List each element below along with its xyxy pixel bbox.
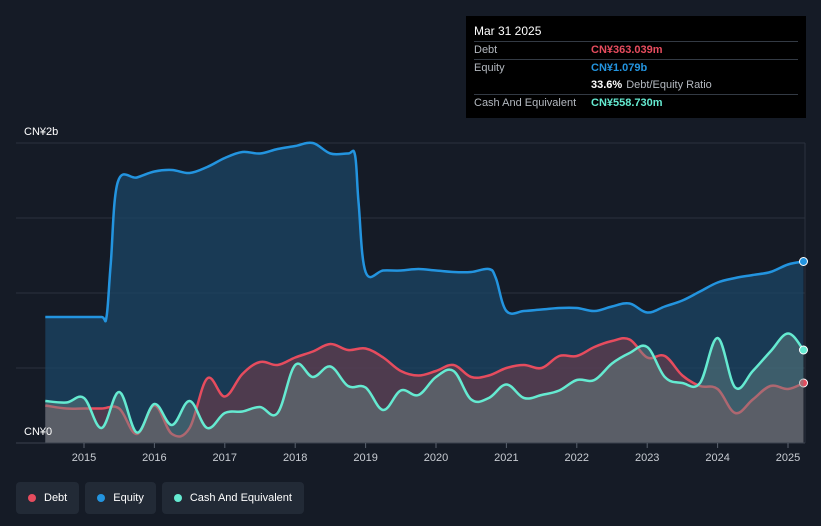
endpoint-equity [798,257,808,266]
tooltip-row-debt: Debt CN¥363.039m [474,41,798,59]
line-equity [45,141,804,323]
tooltip-row-cash: Cash And Equivalent CN¥558.730m [474,94,798,112]
legend-label-equity: Equity [113,492,144,504]
legend-item-cash[interactable]: Cash And Equivalent [161,482,304,514]
x-tick-label-2017: 2017 [213,452,237,464]
y-tick-label-1: CN¥0 [24,426,52,438]
tooltip-cash-label: Cash And Equivalent [474,97,577,109]
x-tick-label-2018: 2018 [283,452,307,464]
x-tick-label-2024: 2024 [705,452,729,464]
legend-dot-debt [28,494,36,502]
endpoint-cash-and-equivalent [798,345,808,355]
tooltip-ratio-value: 33.6% [591,79,623,91]
legend-label-debt: Debt [44,492,68,504]
x-tick-label-2019: 2019 [353,452,377,464]
legend-label-cash: Cash And Equivalent [189,492,292,504]
endpoint-debt [798,378,808,388]
legend-item-debt[interactable]: Debt [16,482,80,514]
x-tick-label-2025: 2025 [776,452,800,464]
legend-item-equity[interactable]: Equity [85,482,156,514]
tooltip-row-equity: Equity CN¥1.079b [474,59,798,77]
x-tick-label-2020: 2020 [424,452,448,464]
tooltip-cash-value: CN¥558.730m [591,97,663,109]
x-tick-label-2016: 2016 [142,452,166,464]
x-tick-label-2015: 2015 [72,452,96,464]
y-tick-label-0: CN¥2b [24,126,58,138]
chart-legend: Debt Equity Cash And Equivalent [16,482,304,514]
x-tick-label-2023: 2023 [635,452,659,464]
tooltip-ratio-label: Debt/Equity Ratio [626,79,712,91]
tooltip-row-ratio: 33.6% Debt/Equity Ratio [474,77,798,94]
tooltip-debt-value: CN¥363.039m [591,44,663,56]
data-tooltip: Mar 31 2025 Debt CN¥363.039m Equity CN¥1… [466,16,806,118]
x-tick-label-2021: 2021 [494,452,518,464]
tooltip-debt-label: Debt [474,44,498,56]
tooltip-equity-value: CN¥1.079b [591,62,648,74]
legend-dot-cash [173,494,182,502]
tooltip-date: Mar 31 2025 [474,24,542,38]
legend-dot-equity [97,494,106,502]
area-cash-and-equivalent [45,333,804,443]
line-cash-and-equivalent [45,332,805,434]
line-debt [45,337,805,438]
tooltip-equity-label: Equity [474,62,505,74]
x-tick-label-2022: 2022 [565,452,589,464]
